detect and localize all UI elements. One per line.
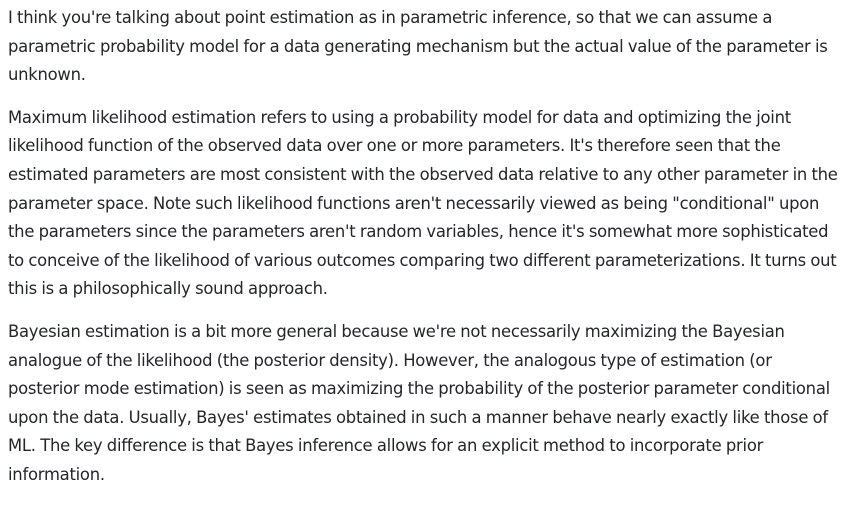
paragraph-bayesian-estimation: Bayesian estimation is a bit more genera… xyxy=(8,321,830,484)
paragraph-point-estimation: I think you're talking about point estim… xyxy=(8,8,828,85)
answer-body: I think you're talking about point estim… xyxy=(8,4,846,504)
paragraph-maximum-likelihood: Maximum likelihood estimation refers to … xyxy=(8,107,838,299)
